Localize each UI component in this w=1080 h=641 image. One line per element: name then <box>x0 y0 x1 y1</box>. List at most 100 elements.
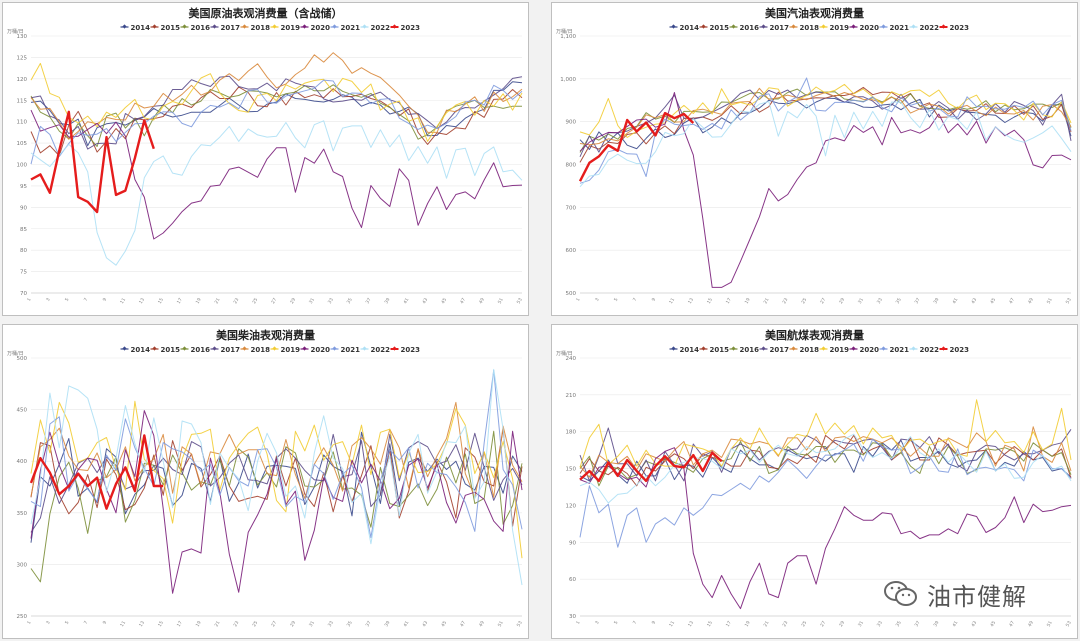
legend-label: 2018 <box>251 24 271 32</box>
x-tick-label: 39 <box>383 620 391 628</box>
series-line-2023 <box>578 111 695 182</box>
legend-label: 2019 <box>281 24 301 32</box>
x-tick-label: 21 <box>214 620 222 628</box>
y-tick-label: 100 <box>17 163 28 169</box>
x-tick-label: 15 <box>706 620 714 628</box>
y-tick-label: 1,000 <box>560 77 576 83</box>
legend-marker <box>731 24 736 29</box>
series-line-2021 <box>30 79 523 165</box>
series-line-2014 <box>30 81 523 147</box>
x-tick-label: 43 <box>970 620 978 628</box>
series-line-2015 <box>579 434 1072 487</box>
x-tick-label: 17 <box>176 620 184 628</box>
x-tick-label: 37 <box>914 620 922 628</box>
legend-marker <box>182 24 187 29</box>
crude-oil-chart: 美国原油表观消费量（含战储）2014 2015 2016 2017 2018 2019 20… <box>7 6 524 305</box>
y-tick-label: 95 <box>20 184 27 190</box>
legend-item-2023: 2023 <box>390 346 420 354</box>
x-tick-label: 15 <box>706 297 714 305</box>
legend-item-2014: 2014 <box>120 346 150 354</box>
x-tick-label: 1 <box>575 620 582 626</box>
legend-label: 2020 <box>311 346 331 354</box>
legend-marker <box>152 346 157 351</box>
x-tick-label: 31 <box>308 297 316 305</box>
legend-marker <box>851 346 856 351</box>
y-tick-label: 90 <box>569 540 576 546</box>
y-tick-label: 400 <box>17 459 28 465</box>
series-line-2023 <box>30 110 155 214</box>
legend-item-2020: 2020 <box>849 346 879 354</box>
legend-marker <box>761 24 766 29</box>
legend-label: 2018 <box>800 24 820 32</box>
unit-label: 万桶/日 <box>556 28 573 35</box>
x-tick-label: 1 <box>575 297 582 303</box>
legend-item-2019: 2019 <box>819 24 849 32</box>
legend-marker <box>851 24 856 29</box>
x-tick-label: 51 <box>497 620 505 628</box>
legend-item-2018: 2018 <box>789 24 820 32</box>
legend-label: 2015 <box>710 346 730 354</box>
legend-item-2022: 2022 <box>360 346 390 354</box>
legend-item-2021: 2021 <box>330 24 361 32</box>
legend-label: 2019 <box>830 346 850 354</box>
y-tick-label: 350 <box>17 511 28 517</box>
x-tick-label: 41 <box>402 620 410 628</box>
y-tick-label: 450 <box>17 408 28 414</box>
y-tick-label: 300 <box>17 562 28 568</box>
y-tick-label: 60 <box>569 577 576 583</box>
x-tick-label: 25 <box>800 620 808 628</box>
legend-item-2021: 2021 <box>879 24 909 32</box>
y-tick-label: 105 <box>17 141 28 147</box>
legend-marker <box>791 24 796 29</box>
legend-item-2023: 2023 <box>939 24 970 32</box>
x-tick-label: 11 <box>668 620 676 628</box>
x-tick-label: 27 <box>270 297 278 305</box>
series-line-2022 <box>30 120 523 266</box>
legend-marker <box>791 346 796 351</box>
legend-label: 2015 <box>161 24 181 32</box>
x-tick-label: 1 <box>26 620 33 626</box>
series-line-2017 <box>30 432 523 533</box>
x-tick-label: 19 <box>744 297 752 305</box>
x-tick-label: 31 <box>308 620 316 628</box>
x-tick-label: 49 <box>478 297 486 305</box>
legend-marker <box>242 24 247 29</box>
legend-item-2021: 2021 <box>330 346 361 354</box>
legend-marker <box>332 24 337 29</box>
x-tick-label: 9 <box>651 620 658 626</box>
legend-label: 2021 <box>341 346 361 354</box>
legend-marker <box>881 346 886 351</box>
y-tick-label: 900 <box>566 120 577 126</box>
x-tick-label: 53 <box>1065 297 1073 305</box>
legend-item-2019: 2019 <box>819 346 850 354</box>
legend-item-2016: 2016 <box>180 346 210 354</box>
legend-marker <box>821 346 826 351</box>
chart-title: 美国柴油表观消费量 <box>216 328 315 342</box>
legend-marker <box>272 346 277 351</box>
x-tick-label: 29 <box>289 297 297 305</box>
x-tick-label: 37 <box>914 297 922 305</box>
x-tick-label: 23 <box>781 620 789 628</box>
x-tick-label: 51 <box>1046 620 1054 628</box>
legend-label: 2023 <box>950 24 970 32</box>
x-tick-label: 45 <box>989 297 997 305</box>
series-line-2022 <box>579 433 1072 504</box>
x-tick-label: 37 <box>365 620 373 628</box>
x-tick-label: 43 <box>970 297 978 305</box>
legend-label: 2021 <box>341 24 361 32</box>
x-tick-label: 29 <box>838 297 846 305</box>
series-line-2017 <box>579 89 1072 158</box>
legend-label: 2020 <box>860 24 880 32</box>
x-tick-label: 31 <box>857 620 865 628</box>
x-tick-label: 3 <box>45 297 52 303</box>
series-line-2020 <box>579 447 1072 610</box>
x-tick-label: 19 <box>195 297 203 305</box>
x-tick-label: 43 <box>421 297 429 305</box>
legend-item-2017: 2017 <box>210 346 240 354</box>
x-tick-label: 41 <box>402 297 410 305</box>
legend-marker <box>362 24 367 29</box>
watermark: 油市健解 <box>883 574 1027 614</box>
gasoline-chart: 美国汽油表观消费量 2014 2015 2016 2017 2018 2019 2020 202… <box>556 6 1073 305</box>
x-tick-label: 45 <box>989 620 997 628</box>
legend-marker <box>731 346 736 351</box>
